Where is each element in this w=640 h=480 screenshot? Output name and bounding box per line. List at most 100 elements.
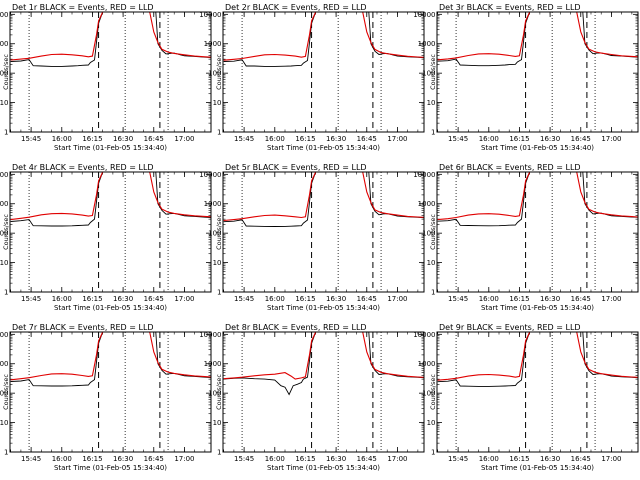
x-axis-label: Start Time (01-Feb-05 15:34:40) — [267, 304, 380, 312]
y-tick-label: 1000 — [204, 200, 222, 208]
y-tick-label: 100 — [208, 230, 221, 238]
y-tick-label: 10 — [0, 259, 9, 267]
y-tick-label: 10000 — [413, 331, 435, 339]
x-tick-label: 16:15 — [82, 295, 102, 303]
series-line-events — [437, 332, 638, 387]
plot-frame — [436, 171, 639, 293]
x-tick-label: 16:30 — [540, 455, 560, 463]
x-tick-label: 16:15 — [509, 295, 529, 303]
series-line-events — [223, 332, 424, 396]
y-tick-label: 1000 — [0, 360, 9, 368]
series-line-events — [223, 12, 424, 67]
y-tick-label: 1000 — [418, 360, 436, 368]
y-tick-label: 1000 — [0, 40, 9, 48]
y-tick-label: 1 — [4, 449, 8, 457]
y-tick-label: 100 — [422, 70, 435, 78]
y-tick-label: 1 — [431, 129, 435, 137]
x-tick-label: 17:00 — [601, 295, 621, 303]
y-tick-label: 10 — [213, 259, 222, 267]
y-tick-label: 1 — [4, 289, 8, 297]
y-tick-label: 1000 — [204, 360, 222, 368]
plot-frame — [436, 11, 639, 133]
y-tick-label: 10000 — [0, 11, 9, 19]
x-tick-label: 16:00 — [265, 135, 285, 143]
x-tick-label: 16:15 — [295, 295, 315, 303]
x-tick-label: 16:00 — [52, 455, 72, 463]
x-axis-label: Start Time (01-Feb-05 15:34:40) — [54, 304, 167, 312]
x-tick-label: 16:45 — [144, 135, 164, 143]
y-tick-label: 10000 — [413, 171, 435, 179]
panel-det-3r: Det 3r BLACK = Events, RED = LLD Counts/s… — [413, 3, 639, 152]
y-tick-label: 10 — [0, 419, 9, 427]
y-tick-label: 1 — [4, 129, 8, 137]
x-tick-label: 17:00 — [174, 295, 194, 303]
panel-title: Det 9r BLACK = Events, RED = LLD — [439, 323, 581, 332]
x-tick-label: 16:15 — [509, 455, 529, 463]
series-line-lld — [10, 172, 211, 221]
panel-det-8r: Det 8r BLACK = Events, RED = LLD Counts/s… — [199, 323, 425, 472]
x-tick-label: 16:45 — [571, 455, 591, 463]
panel-title: Det 1r BLACK = Events, RED = LLD — [12, 3, 154, 12]
y-tick-label: 100 — [422, 230, 435, 238]
x-tick-label: 16:30 — [113, 295, 133, 303]
x-tick-label: 15:45 — [21, 455, 41, 463]
panel-title: Det 4r BLACK = Events, RED = LLD — [12, 163, 154, 172]
x-tick-label: 17:00 — [387, 295, 407, 303]
y-axis-label: Counts/sec — [429, 214, 437, 250]
panel-det-5r: Det 5r BLACK = Events, RED = LLD Counts/s… — [199, 163, 425, 312]
x-tick-label: 15:45 — [234, 135, 254, 143]
x-tick-label: 16:30 — [113, 135, 133, 143]
plot-frame — [222, 11, 425, 133]
x-tick-label: 15:45 — [448, 295, 468, 303]
series-line-events — [10, 12, 211, 67]
panel-det-4r: Det 4r BLACK = Events, RED = LLD Counts/s… — [0, 163, 212, 312]
x-tick-label: 16:00 — [479, 295, 499, 303]
y-tick-label: 100 — [208, 390, 221, 398]
y-axis-label: Counts/sec — [2, 374, 10, 410]
y-tick-label: 10000 — [0, 331, 9, 339]
series-line-lld — [223, 12, 424, 61]
x-tick-label: 16:15 — [509, 135, 529, 143]
y-tick-label: 10 — [0, 99, 9, 107]
y-tick-label: 10000 — [413, 11, 435, 19]
x-tick-label: 16:30 — [326, 295, 346, 303]
y-axis-label: Counts/sec — [429, 374, 437, 410]
y-tick-label: 1 — [217, 129, 221, 137]
x-axis-label: Start Time (01-Feb-05 15:34:40) — [54, 144, 167, 152]
series-line-events — [437, 12, 638, 67]
x-tick-label: 16:15 — [295, 135, 315, 143]
plot-frame — [222, 171, 425, 293]
y-axis-label: Counts/sec — [2, 54, 10, 90]
x-tick-label: 17:00 — [387, 455, 407, 463]
x-tick-label: 17:00 — [387, 135, 407, 143]
panel-title: Det 3r BLACK = Events, RED = LLD — [439, 3, 581, 12]
x-tick-label: 16:30 — [326, 135, 346, 143]
x-axis-label: Start Time (01-Feb-05 15:34:40) — [481, 464, 594, 472]
x-axis-label: Start Time (01-Feb-05 15:34:40) — [267, 144, 380, 152]
y-tick-label: 1000 — [418, 40, 436, 48]
y-axis-label: Counts/sec — [215, 54, 223, 90]
series-line-lld — [10, 12, 211, 61]
y-tick-label: 100 — [422, 390, 435, 398]
y-tick-label: 1 — [431, 289, 435, 297]
series-line-lld — [223, 332, 424, 380]
y-tick-label: 100 — [0, 230, 9, 238]
panel-det-1r: Det 1r BLACK = Events, RED = LLD Counts/s… — [0, 3, 212, 152]
y-tick-label: 1000 — [418, 200, 436, 208]
y-tick-label: 100 — [0, 70, 9, 78]
x-tick-label: 16:15 — [295, 455, 315, 463]
y-axis-label: Counts/sec — [215, 214, 223, 250]
y-axis-label: Counts/sec — [429, 54, 437, 90]
x-tick-label: 16:45 — [357, 455, 377, 463]
x-tick-label: 16:45 — [144, 455, 164, 463]
x-tick-label: 16:45 — [571, 135, 591, 143]
x-tick-label: 16:15 — [82, 135, 102, 143]
series-line-lld — [437, 172, 638, 221]
x-tick-label: 16:45 — [357, 295, 377, 303]
x-tick-label: 16:00 — [265, 295, 285, 303]
y-tick-label: 100 — [208, 70, 221, 78]
x-axis-label: Start Time (01-Feb-05 15:34:40) — [481, 144, 594, 152]
x-axis-label: Start Time (01-Feb-05 15:34:40) — [267, 464, 380, 472]
y-tick-label: 100 — [0, 390, 9, 398]
